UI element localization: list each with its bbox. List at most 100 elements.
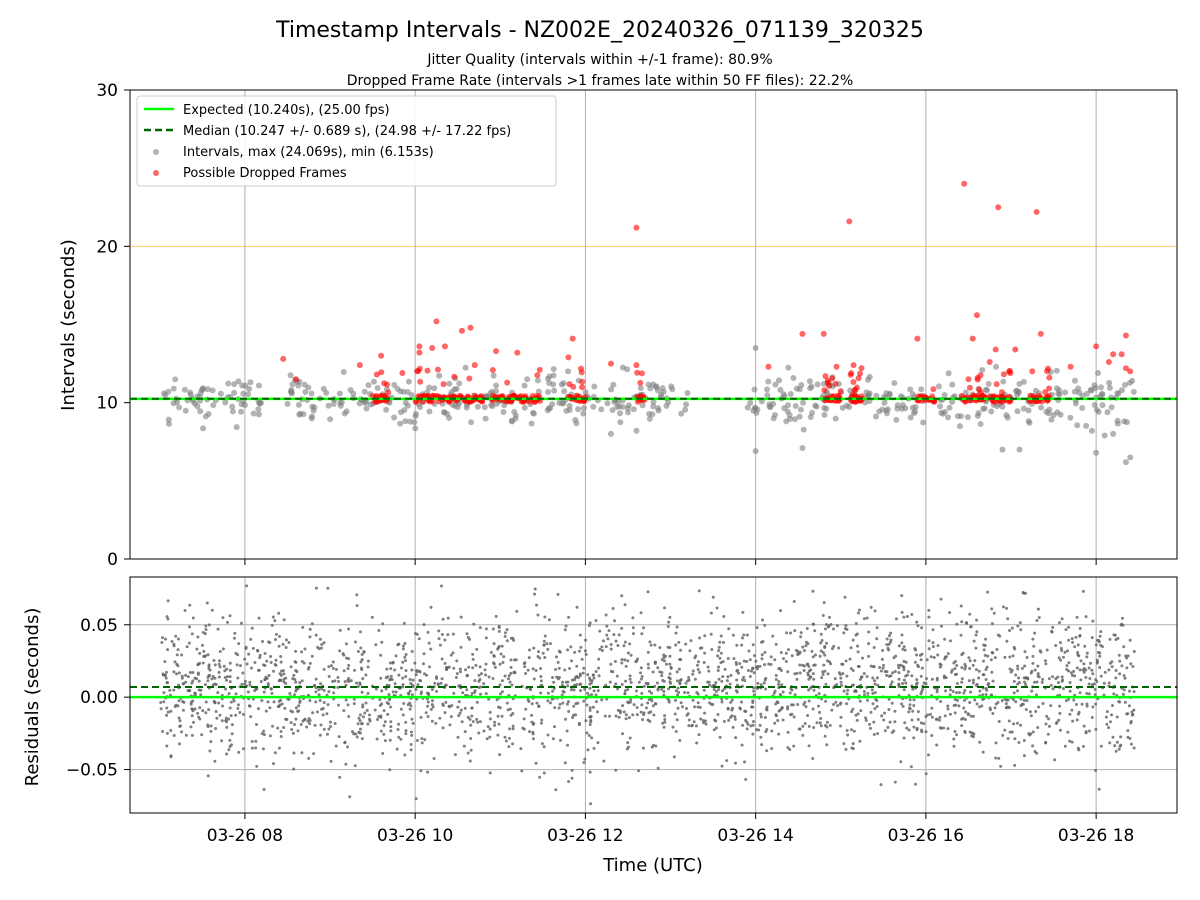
residual-point — [193, 691, 197, 695]
residual-point — [345, 745, 349, 749]
residual-point — [674, 631, 678, 635]
residual-point — [786, 705, 790, 709]
residual-point — [792, 715, 796, 719]
interval-point — [591, 383, 598, 390]
residual-point — [363, 711, 367, 715]
residual-point — [163, 660, 167, 664]
residual-point — [676, 706, 680, 710]
residual-point — [864, 718, 868, 722]
residual-point — [391, 661, 395, 665]
interval-point — [668, 383, 675, 390]
residual-point — [337, 679, 341, 683]
residual-point — [343, 680, 347, 684]
residual-point — [237, 642, 241, 646]
residual-point — [902, 668, 906, 672]
residual-point — [628, 736, 632, 740]
residual-point — [1098, 654, 1102, 658]
residual-point — [831, 627, 835, 631]
residual-point — [245, 662, 249, 666]
interval-point — [481, 404, 488, 411]
residual-point — [723, 667, 727, 671]
residual-point — [910, 674, 914, 678]
interval-point — [663, 402, 670, 409]
dropped-frame-point — [416, 343, 423, 350]
residual-point — [872, 720, 876, 724]
dropped-frame-point — [414, 368, 421, 375]
residual-point — [172, 734, 176, 738]
residual-point — [717, 645, 721, 649]
residual-point — [566, 684, 570, 688]
residual-point — [687, 718, 691, 722]
residual-point — [837, 671, 841, 675]
residual-point — [590, 736, 594, 740]
residual-point — [508, 680, 512, 684]
residual-point — [993, 656, 997, 660]
residual-point — [614, 768, 618, 772]
residual-point — [788, 691, 792, 695]
residual-point — [359, 646, 363, 650]
interval-point — [1016, 446, 1023, 453]
residual-point — [935, 743, 939, 747]
interval-point — [909, 391, 916, 398]
residual-point — [429, 647, 433, 651]
residual-point — [908, 707, 912, 711]
residual-point — [224, 716, 228, 720]
residual-point — [1047, 724, 1051, 728]
residual-point — [802, 649, 806, 653]
residual-point — [823, 653, 827, 657]
residual-point — [649, 643, 653, 647]
residual-point — [701, 721, 705, 725]
interval-point — [752, 448, 759, 455]
residual-point — [452, 666, 456, 670]
intervals-ytick-label: 10 — [96, 394, 118, 414]
residual-point — [704, 722, 708, 726]
interval-point — [920, 419, 927, 426]
residual-point — [906, 670, 910, 674]
residual-point — [821, 651, 825, 655]
residual-point — [507, 736, 511, 740]
residual-point — [887, 674, 891, 678]
residual-point — [726, 657, 730, 661]
residual-point — [456, 735, 460, 739]
residual-point — [594, 693, 598, 697]
residual-point — [511, 742, 515, 746]
interval-point — [876, 408, 883, 415]
interval-point — [752, 344, 759, 351]
residual-point — [401, 647, 405, 651]
residual-point — [425, 673, 429, 677]
residual-point — [953, 660, 957, 664]
residual-point — [393, 668, 397, 672]
residual-point — [666, 624, 670, 628]
residual-point — [403, 753, 407, 757]
residual-point — [1084, 615, 1088, 619]
interval-point — [309, 403, 316, 410]
residual-point — [320, 707, 324, 711]
residual-point — [806, 642, 810, 646]
residual-point — [897, 663, 901, 667]
residual-point — [985, 688, 989, 692]
residual-point — [694, 724, 698, 728]
residual-point — [452, 691, 456, 695]
residual-point — [488, 727, 492, 731]
residual-point — [176, 664, 180, 668]
residual-point — [901, 682, 905, 686]
residual-point — [177, 699, 181, 703]
residual-point — [668, 646, 672, 650]
residual-point — [176, 637, 180, 641]
residual-point — [927, 615, 931, 619]
residual-point — [653, 662, 657, 666]
residual-point — [989, 658, 993, 662]
residual-point — [678, 679, 682, 683]
residual-point — [410, 650, 414, 654]
residual-point — [409, 742, 413, 746]
residual-point — [745, 720, 749, 724]
residual-point — [946, 727, 950, 731]
residual-point — [443, 711, 447, 715]
residual-point — [675, 718, 679, 722]
residual-point — [777, 709, 781, 713]
interval-point — [1053, 367, 1060, 374]
interval-point — [684, 390, 691, 397]
dropped-frame-point — [511, 392, 518, 399]
residual-point — [911, 687, 915, 691]
interval-point — [521, 382, 528, 389]
